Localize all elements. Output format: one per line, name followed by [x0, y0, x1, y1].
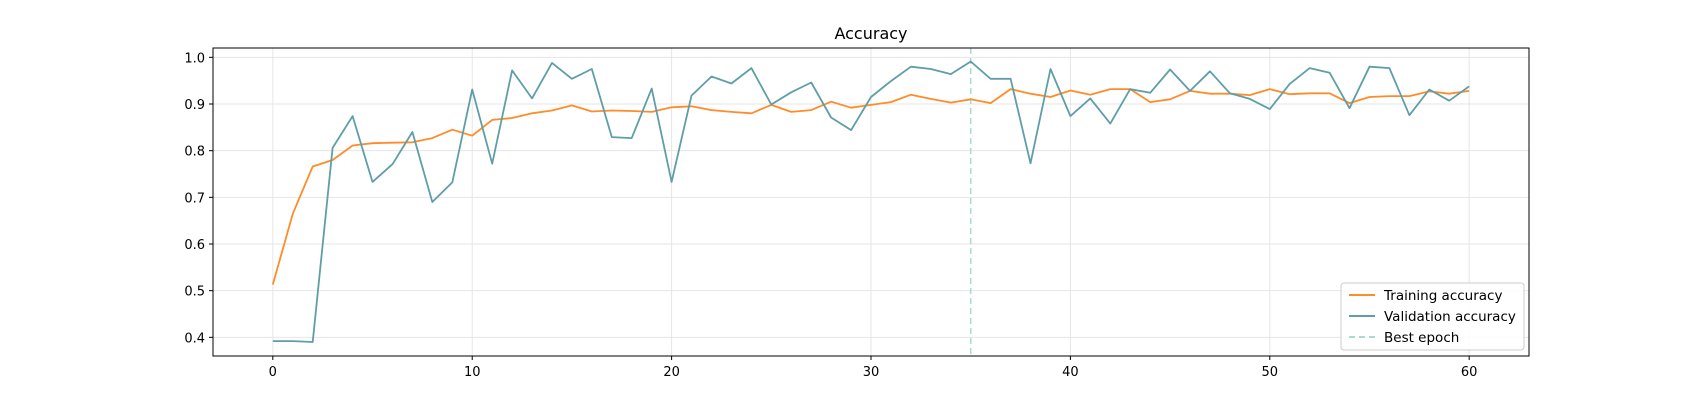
- legend: Training accuracy Validation accuracy Be…: [1340, 282, 1525, 351]
- legend-label-best-epoch: Best epoch: [1384, 330, 1459, 346]
- chart-title: Accuracy: [834, 24, 907, 43]
- legend-box: [1340, 282, 1525, 351]
- legend-label-validation: Validation accuracy: [1384, 309, 1516, 325]
- series-line-training: [271, 88, 1470, 285]
- y-tick-label: 0.6: [184, 238, 205, 253]
- y-tick-label: 0.7: [184, 191, 205, 206]
- x-tick-label: 30: [863, 365, 880, 380]
- x-tick-label: 50: [1262, 365, 1279, 380]
- x-tick-label: 40: [1062, 365, 1079, 380]
- legend-label-training: Training accuracy: [1383, 288, 1502, 304]
- axis-ticks: 0 10 20 30 40 50 60 0.4 0.5 0.6 0.7 0.8 0.9 1.0: [184, 51, 1477, 380]
- series-line-validation: [272, 60, 1470, 343]
- y-tick-label: 0.5: [184, 285, 205, 300]
- y-tick-label: 0.9: [184, 98, 205, 113]
- y-tick-label: 0.8: [184, 145, 205, 160]
- x-tick-label: 10: [464, 365, 481, 380]
- y-tick-label: 1.0: [184, 51, 205, 66]
- y-tick-label: 0.4: [184, 331, 205, 346]
- x-tick-label: 20: [663, 365, 680, 380]
- x-tick-label: 0: [269, 365, 277, 380]
- series-lines: [271, 60, 1470, 343]
- x-tick-label: 60: [1461, 365, 1478, 380]
